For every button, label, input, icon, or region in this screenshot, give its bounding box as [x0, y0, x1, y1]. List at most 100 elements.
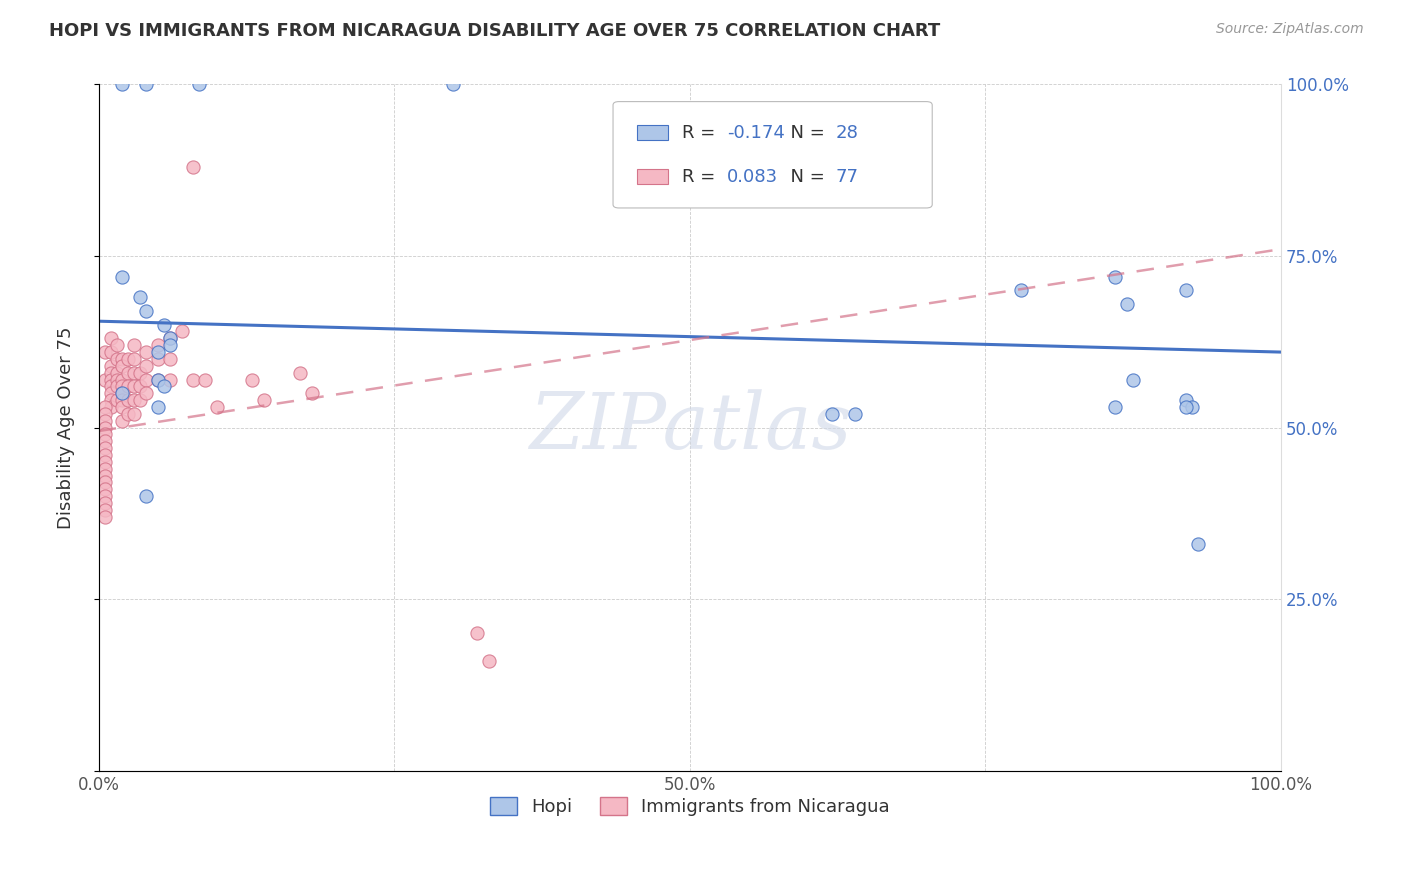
Point — [93, 427, 115, 442]
Point — [111, 386, 134, 401]
Point — [93, 461, 115, 475]
Point — [105, 372, 128, 386]
Bar — [637, 169, 668, 185]
Point — [93, 455, 115, 469]
Point — [135, 372, 157, 386]
Point — [135, 386, 157, 401]
Point — [242, 372, 264, 386]
Point — [159, 331, 181, 345]
Point — [443, 78, 465, 92]
Point — [105, 393, 128, 408]
Point — [159, 372, 181, 386]
Point — [122, 393, 145, 408]
Point — [122, 351, 145, 366]
Point — [135, 359, 157, 373]
Point — [170, 325, 193, 339]
Point — [93, 420, 115, 434]
Bar — [637, 126, 668, 140]
Point — [93, 503, 115, 517]
Point — [253, 393, 276, 408]
Point — [100, 386, 122, 401]
Point — [117, 379, 139, 393]
Point — [100, 331, 122, 345]
Text: 28: 28 — [835, 124, 859, 142]
Point — [93, 400, 115, 414]
Point — [111, 372, 134, 386]
Point — [146, 351, 169, 366]
Point — [1175, 283, 1198, 297]
Point — [1175, 393, 1198, 408]
Point — [1187, 537, 1209, 551]
Point — [100, 366, 122, 380]
Point — [159, 338, 181, 352]
Point — [100, 400, 122, 414]
Text: HOPI VS IMMIGRANTS FROM NICARAGUA DISABILITY AGE OVER 75 CORRELATION CHART: HOPI VS IMMIGRANTS FROM NICARAGUA DISABI… — [49, 22, 941, 40]
Point — [122, 366, 145, 380]
Point — [1010, 283, 1032, 297]
Point — [111, 359, 134, 373]
Point — [105, 379, 128, 393]
Point — [478, 654, 501, 668]
Point — [100, 379, 122, 393]
Point — [93, 414, 115, 428]
Point — [117, 407, 139, 421]
Text: -0.174: -0.174 — [727, 124, 785, 142]
Point — [122, 338, 145, 352]
Point — [183, 160, 205, 174]
Text: 77: 77 — [835, 168, 859, 186]
Text: R =: R = — [682, 124, 721, 142]
Point — [93, 441, 115, 455]
FancyBboxPatch shape — [613, 102, 932, 208]
Point — [146, 345, 169, 359]
Point — [111, 379, 134, 393]
Point — [93, 509, 115, 524]
Point — [93, 372, 115, 386]
Point — [1104, 269, 1126, 284]
Point — [146, 372, 169, 386]
Text: Source: ZipAtlas.com: Source: ZipAtlas.com — [1216, 22, 1364, 37]
Y-axis label: Disability Age Over 75: Disability Age Over 75 — [58, 326, 75, 529]
Text: R =: R = — [682, 168, 721, 186]
Point — [146, 338, 169, 352]
Point — [194, 372, 217, 386]
Point — [135, 345, 157, 359]
Point — [105, 351, 128, 366]
Point — [188, 78, 211, 92]
Point — [129, 290, 152, 304]
Point — [135, 489, 157, 503]
Point — [93, 434, 115, 449]
Point — [1116, 297, 1139, 311]
Point — [135, 304, 157, 318]
Point — [146, 372, 169, 386]
Point — [1175, 400, 1198, 414]
Point — [129, 393, 152, 408]
Point — [288, 366, 311, 380]
Point — [117, 351, 139, 366]
Point — [93, 496, 115, 510]
Point — [111, 393, 134, 408]
Point — [93, 475, 115, 490]
Point — [93, 345, 115, 359]
Point — [117, 393, 139, 408]
Text: ZIPatlas: ZIPatlas — [529, 390, 851, 466]
Point — [465, 626, 488, 640]
Point — [100, 345, 122, 359]
Point — [821, 407, 844, 421]
Point — [100, 393, 122, 408]
Point — [100, 372, 122, 386]
Point — [122, 379, 145, 393]
Point — [117, 366, 139, 380]
Point — [205, 400, 228, 414]
Point — [159, 351, 181, 366]
Point — [93, 468, 115, 483]
Point — [111, 386, 134, 401]
Point — [844, 407, 866, 421]
Point — [153, 318, 176, 332]
Point — [111, 400, 134, 414]
Text: 0.083: 0.083 — [727, 168, 778, 186]
Point — [301, 386, 323, 401]
Point — [183, 372, 205, 386]
Text: N =: N = — [779, 124, 831, 142]
Point — [100, 359, 122, 373]
Point — [1181, 400, 1204, 414]
